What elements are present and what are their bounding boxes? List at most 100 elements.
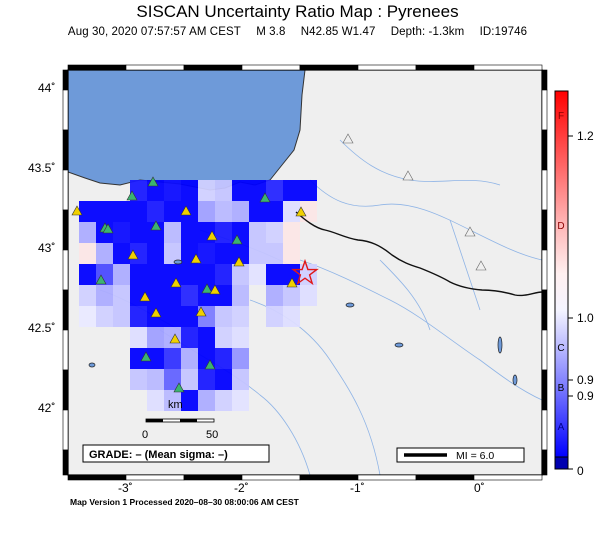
grid-cell bbox=[147, 327, 164, 348]
grid-cell bbox=[300, 285, 317, 306]
grid-cell bbox=[164, 306, 181, 327]
station-triangle-icon bbox=[209, 284, 221, 295]
grid-cell bbox=[215, 327, 232, 348]
event-magnitude: M 3.8 bbox=[256, 26, 286, 38]
grid-cell bbox=[181, 327, 198, 348]
station-triangle-icon bbox=[102, 223, 114, 234]
station-triangle-icon bbox=[201, 283, 213, 294]
station-triangle-icon bbox=[195, 306, 207, 317]
station-triangle-icon bbox=[233, 256, 245, 267]
grid-cell bbox=[232, 348, 249, 369]
station-triangle-icon bbox=[190, 253, 202, 264]
grid-cell bbox=[181, 180, 198, 201]
grid-cell bbox=[164, 327, 181, 348]
lon-label-minus1: -1˚ bbox=[350, 481, 365, 495]
grid-cell bbox=[181, 285, 198, 306]
grid-cell bbox=[96, 201, 113, 222]
grid-cell bbox=[215, 264, 232, 285]
grid-cell bbox=[266, 180, 283, 201]
scale-end: 50 bbox=[206, 429, 218, 441]
grid-cell bbox=[232, 285, 249, 306]
grid-cell bbox=[164, 348, 181, 369]
station-triangle-icon bbox=[150, 307, 162, 318]
station-triangle-icon bbox=[140, 351, 152, 362]
grid-cell bbox=[249, 243, 266, 264]
station-triangle-icon bbox=[204, 359, 216, 370]
lat-label-43: 43˚ bbox=[38, 241, 55, 255]
lat-label-42: 42˚ bbox=[38, 401, 55, 415]
grid-cell bbox=[164, 201, 181, 222]
grade-box: GRADE: – (Mean sigma: –) bbox=[82, 444, 270, 463]
station-triangle-icon bbox=[206, 230, 218, 241]
grid-cell bbox=[266, 222, 283, 243]
grid-cell bbox=[181, 390, 198, 411]
grid-cell bbox=[300, 201, 317, 222]
grid-cell bbox=[232, 306, 249, 327]
station-triangle-icon bbox=[169, 333, 181, 344]
colorbar: F D C B A 1.2 1.0 0.9 0.9 0 bbox=[554, 90, 594, 478]
grid-cell bbox=[249, 264, 266, 285]
processing-footer: Map Version 1 Processed 2020–08–30 08:00… bbox=[70, 497, 299, 507]
grid-cell bbox=[266, 201, 283, 222]
grid-cell bbox=[232, 180, 249, 201]
grid-cell bbox=[113, 306, 130, 327]
grid-cell bbox=[215, 348, 232, 369]
grid-cell bbox=[215, 369, 232, 390]
grid-cell bbox=[198, 201, 215, 222]
station-triangle-icon bbox=[259, 192, 271, 203]
grid-cell bbox=[164, 180, 181, 201]
grid-cell bbox=[215, 180, 232, 201]
grid-cell bbox=[181, 348, 198, 369]
grid-cell bbox=[164, 369, 181, 390]
grid-cell bbox=[96, 243, 113, 264]
grid-cell bbox=[79, 285, 96, 306]
grid-cell bbox=[164, 285, 181, 306]
grid-cell bbox=[198, 390, 215, 411]
grid-cell bbox=[266, 306, 283, 327]
station-triangle-icon bbox=[475, 260, 487, 271]
grid-cell bbox=[79, 201, 96, 222]
lon-label-0: 0˚ bbox=[474, 481, 485, 495]
grid-cell bbox=[232, 201, 249, 222]
colorbar-value-4: 0.9 bbox=[577, 389, 594, 403]
grade-text: GRADE: – (Mean sigma: –) bbox=[89, 449, 228, 461]
scale-unit: km bbox=[168, 399, 183, 411]
lat-label-42-5: 42.5˚ bbox=[28, 321, 55, 335]
scale-start: 0 bbox=[142, 429, 148, 441]
grid-cell bbox=[79, 306, 96, 327]
grid-cell bbox=[164, 390, 181, 411]
station-triangle-icon bbox=[180, 205, 192, 216]
event-id: ID:19746 bbox=[479, 26, 528, 38]
grid-cell bbox=[198, 264, 215, 285]
station-triangle-icon bbox=[126, 190, 138, 201]
stations bbox=[71, 133, 487, 393]
grid-cell bbox=[79, 264, 96, 285]
grid-cell bbox=[283, 285, 300, 306]
grid-cell bbox=[266, 264, 283, 285]
grid-cell bbox=[283, 222, 300, 243]
grid-cell bbox=[232, 264, 249, 285]
lat-label-44: 44˚ bbox=[38, 81, 55, 95]
grid-cell bbox=[164, 243, 181, 264]
grid-cell bbox=[181, 369, 198, 390]
frame-ticks bbox=[62, 64, 548, 481]
scale-bar: km 0 50 bbox=[142, 399, 218, 441]
grid-cell bbox=[147, 264, 164, 285]
grid-cell bbox=[181, 306, 198, 327]
station-triangle-icon bbox=[342, 133, 354, 144]
colorbar-letter-f: F bbox=[558, 111, 564, 122]
mi-legend-box: MI = 6.0 bbox=[396, 447, 525, 463]
longitude-labels: -3˚ -2˚ -1˚ 0˚ bbox=[118, 481, 485, 495]
national-border bbox=[295, 211, 542, 297]
uncertainty-grid bbox=[79, 180, 317, 411]
grid-cell bbox=[249, 180, 266, 201]
colorbar-letter-d: D bbox=[557, 221, 564, 232]
grid-cell bbox=[198, 180, 215, 201]
grid-cell bbox=[113, 222, 130, 243]
lakes bbox=[88, 259, 518, 386]
station-triangle-icon bbox=[170, 277, 182, 288]
colorbar-letter-b: B bbox=[558, 383, 565, 394]
grid-cell bbox=[283, 201, 300, 222]
grid-cell bbox=[215, 201, 232, 222]
